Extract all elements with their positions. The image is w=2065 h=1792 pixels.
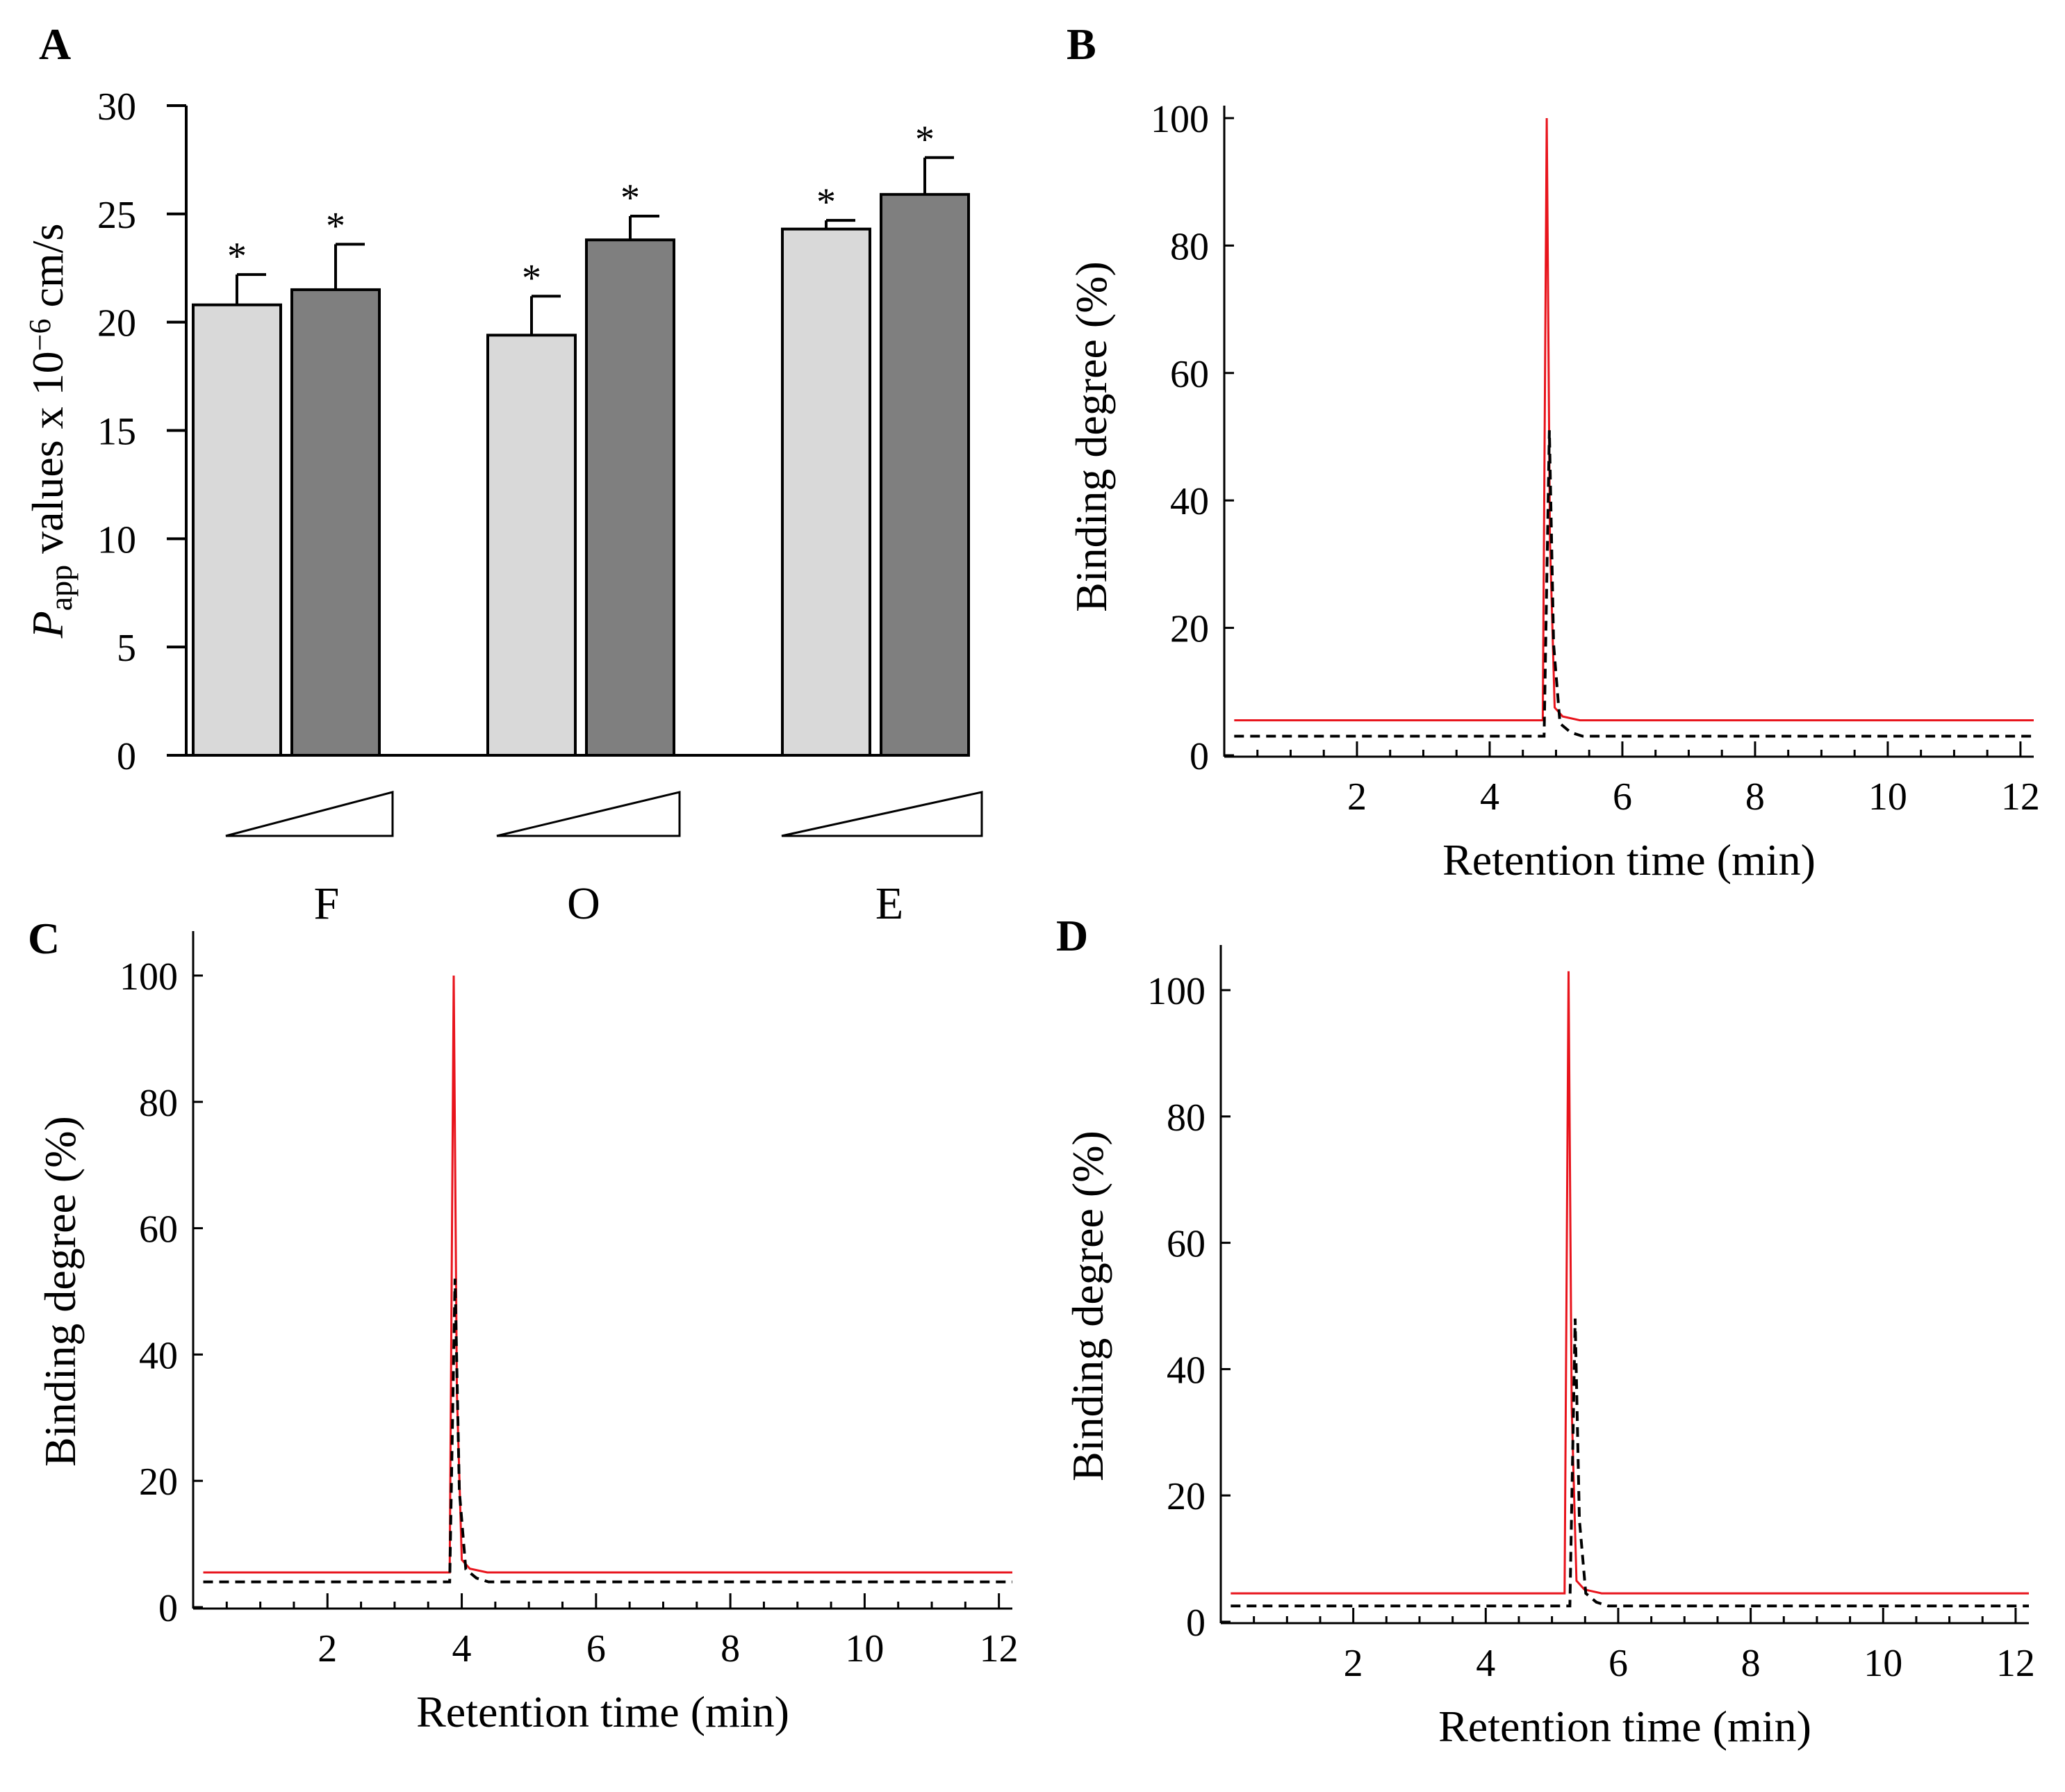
panel-a-y-tick-label: 15 xyxy=(97,411,136,454)
x-tick-label: 4 xyxy=(452,1627,472,1670)
series-line-dashed xyxy=(1231,1318,2029,1608)
y-tick-label: 60 xyxy=(139,1208,178,1251)
y-tick-label: 100 xyxy=(1147,970,1206,1013)
y-axis-title: Binding degree (%) xyxy=(1063,1131,1112,1481)
y-tick-label: 100 xyxy=(1151,98,1209,141)
y-tick-label: 80 xyxy=(1170,225,1209,268)
panel-b: B 0 20 40 60 80 100 2 4 6 8 10 12 Retention time (min… xyxy=(1067,19,2040,885)
y-tick-label: 20 xyxy=(1167,1475,1206,1518)
significance-marker: * xyxy=(522,256,541,299)
y-tick-label: 20 xyxy=(1170,608,1209,651)
x-axis-title: Retention time (min) xyxy=(416,1687,789,1736)
x-tick-label: 4 xyxy=(1476,1642,1495,1685)
significance-marker: * xyxy=(227,235,247,278)
concentration-wedge xyxy=(496,791,681,837)
y-tick-label: 40 xyxy=(139,1334,178,1377)
y-tick-label: 80 xyxy=(139,1082,178,1125)
panel-a-y-tick-label: 20 xyxy=(97,302,136,345)
panel-a-y-axis-title: Papp values x 10−6 cm/s xyxy=(23,224,79,639)
y-tick-label: 0 xyxy=(1186,1602,1206,1645)
panel-c-letter: C xyxy=(28,914,60,963)
significance-marker: * xyxy=(915,118,935,161)
x-tick-label: 8 xyxy=(1745,775,1765,819)
group-label: O xyxy=(567,878,600,929)
panel-b-letter: B xyxy=(1067,19,1096,69)
significance-marker: * xyxy=(816,181,836,224)
bar xyxy=(290,288,381,757)
y-tick-label: 80 xyxy=(1167,1096,1206,1140)
panel-a-y-tick-label: 25 xyxy=(97,194,136,237)
x-axis-title: Retention time (min) xyxy=(1438,1702,1811,1751)
panel-a-letter: A xyxy=(39,19,71,69)
panel-d: D 0 20 40 60 80 100 2 4 6 8 10 12 Retention time (min… xyxy=(1056,911,2035,1751)
y-tick-label: 60 xyxy=(1167,1223,1206,1266)
concentration-wedge xyxy=(781,791,983,837)
y-axis-title: Binding degree (%) xyxy=(35,1116,85,1467)
bar xyxy=(781,227,871,757)
y-tick-label: 100 xyxy=(120,955,178,998)
panel-a-y-tick-label: 5 xyxy=(117,627,136,670)
group-label: E xyxy=(875,878,903,929)
bar xyxy=(585,238,675,757)
panel-a-y-tick-label: 0 xyxy=(117,735,136,778)
y-axis-title: Binding degree (%) xyxy=(1067,261,1116,612)
panel-a: A 0 5 10 15 20 25 30 Papp values x 10−6 cm/s * * * *… xyxy=(23,19,983,929)
bar xyxy=(486,334,577,757)
x-tick-label: 2 xyxy=(318,1627,337,1670)
series-line-dashed xyxy=(203,1279,1012,1584)
y-tick-label: 20 xyxy=(139,1461,178,1504)
series-line-red xyxy=(1231,971,2029,1595)
panel-a-y-tick-label: 30 xyxy=(97,85,136,129)
significance-marker: * xyxy=(620,176,640,220)
x-tick-label: 12 xyxy=(980,1627,1019,1670)
y-tick-label: 60 xyxy=(1170,353,1209,396)
y-tick-label: 0 xyxy=(158,1587,178,1630)
x-tick-label: 6 xyxy=(586,1627,606,1670)
panel-a-y-tick-label: 10 xyxy=(97,518,136,561)
x-tick-label: 6 xyxy=(1613,775,1632,819)
series-line-red xyxy=(1234,117,2034,722)
bar xyxy=(880,192,970,757)
bar xyxy=(192,303,282,757)
panel-d-letter: D xyxy=(1056,911,1088,960)
y-tick-label: 40 xyxy=(1170,480,1209,523)
y-tick-label: 0 xyxy=(1190,735,1209,778)
significance-marker: * xyxy=(326,204,345,247)
x-axis-title: Retention time (min) xyxy=(1442,835,1816,885)
series-line-dashed xyxy=(1234,430,2034,738)
x-tick-label: 2 xyxy=(1347,775,1367,819)
x-tick-label: 4 xyxy=(1480,775,1499,819)
series-line-red xyxy=(203,975,1012,1574)
panel-c: C 0 20 40 60 80 100 2 4 6 8 10 12 Retention time (min… xyxy=(28,914,1019,1736)
x-tick-label: 2 xyxy=(1344,1642,1363,1685)
group-label: F xyxy=(314,878,340,929)
x-tick-label: 8 xyxy=(721,1627,740,1670)
x-tick-label: 12 xyxy=(2001,775,2040,819)
x-tick-label: 10 xyxy=(1864,1642,1902,1685)
concentration-wedge xyxy=(225,791,394,837)
x-tick-label: 12 xyxy=(1996,1642,2035,1685)
x-tick-label: 10 xyxy=(845,1627,884,1670)
y-tick-label: 40 xyxy=(1167,1349,1206,1392)
x-tick-label: 10 xyxy=(1868,775,1907,819)
x-tick-label: 8 xyxy=(1741,1642,1761,1685)
x-tick-label: 6 xyxy=(1609,1642,1628,1685)
